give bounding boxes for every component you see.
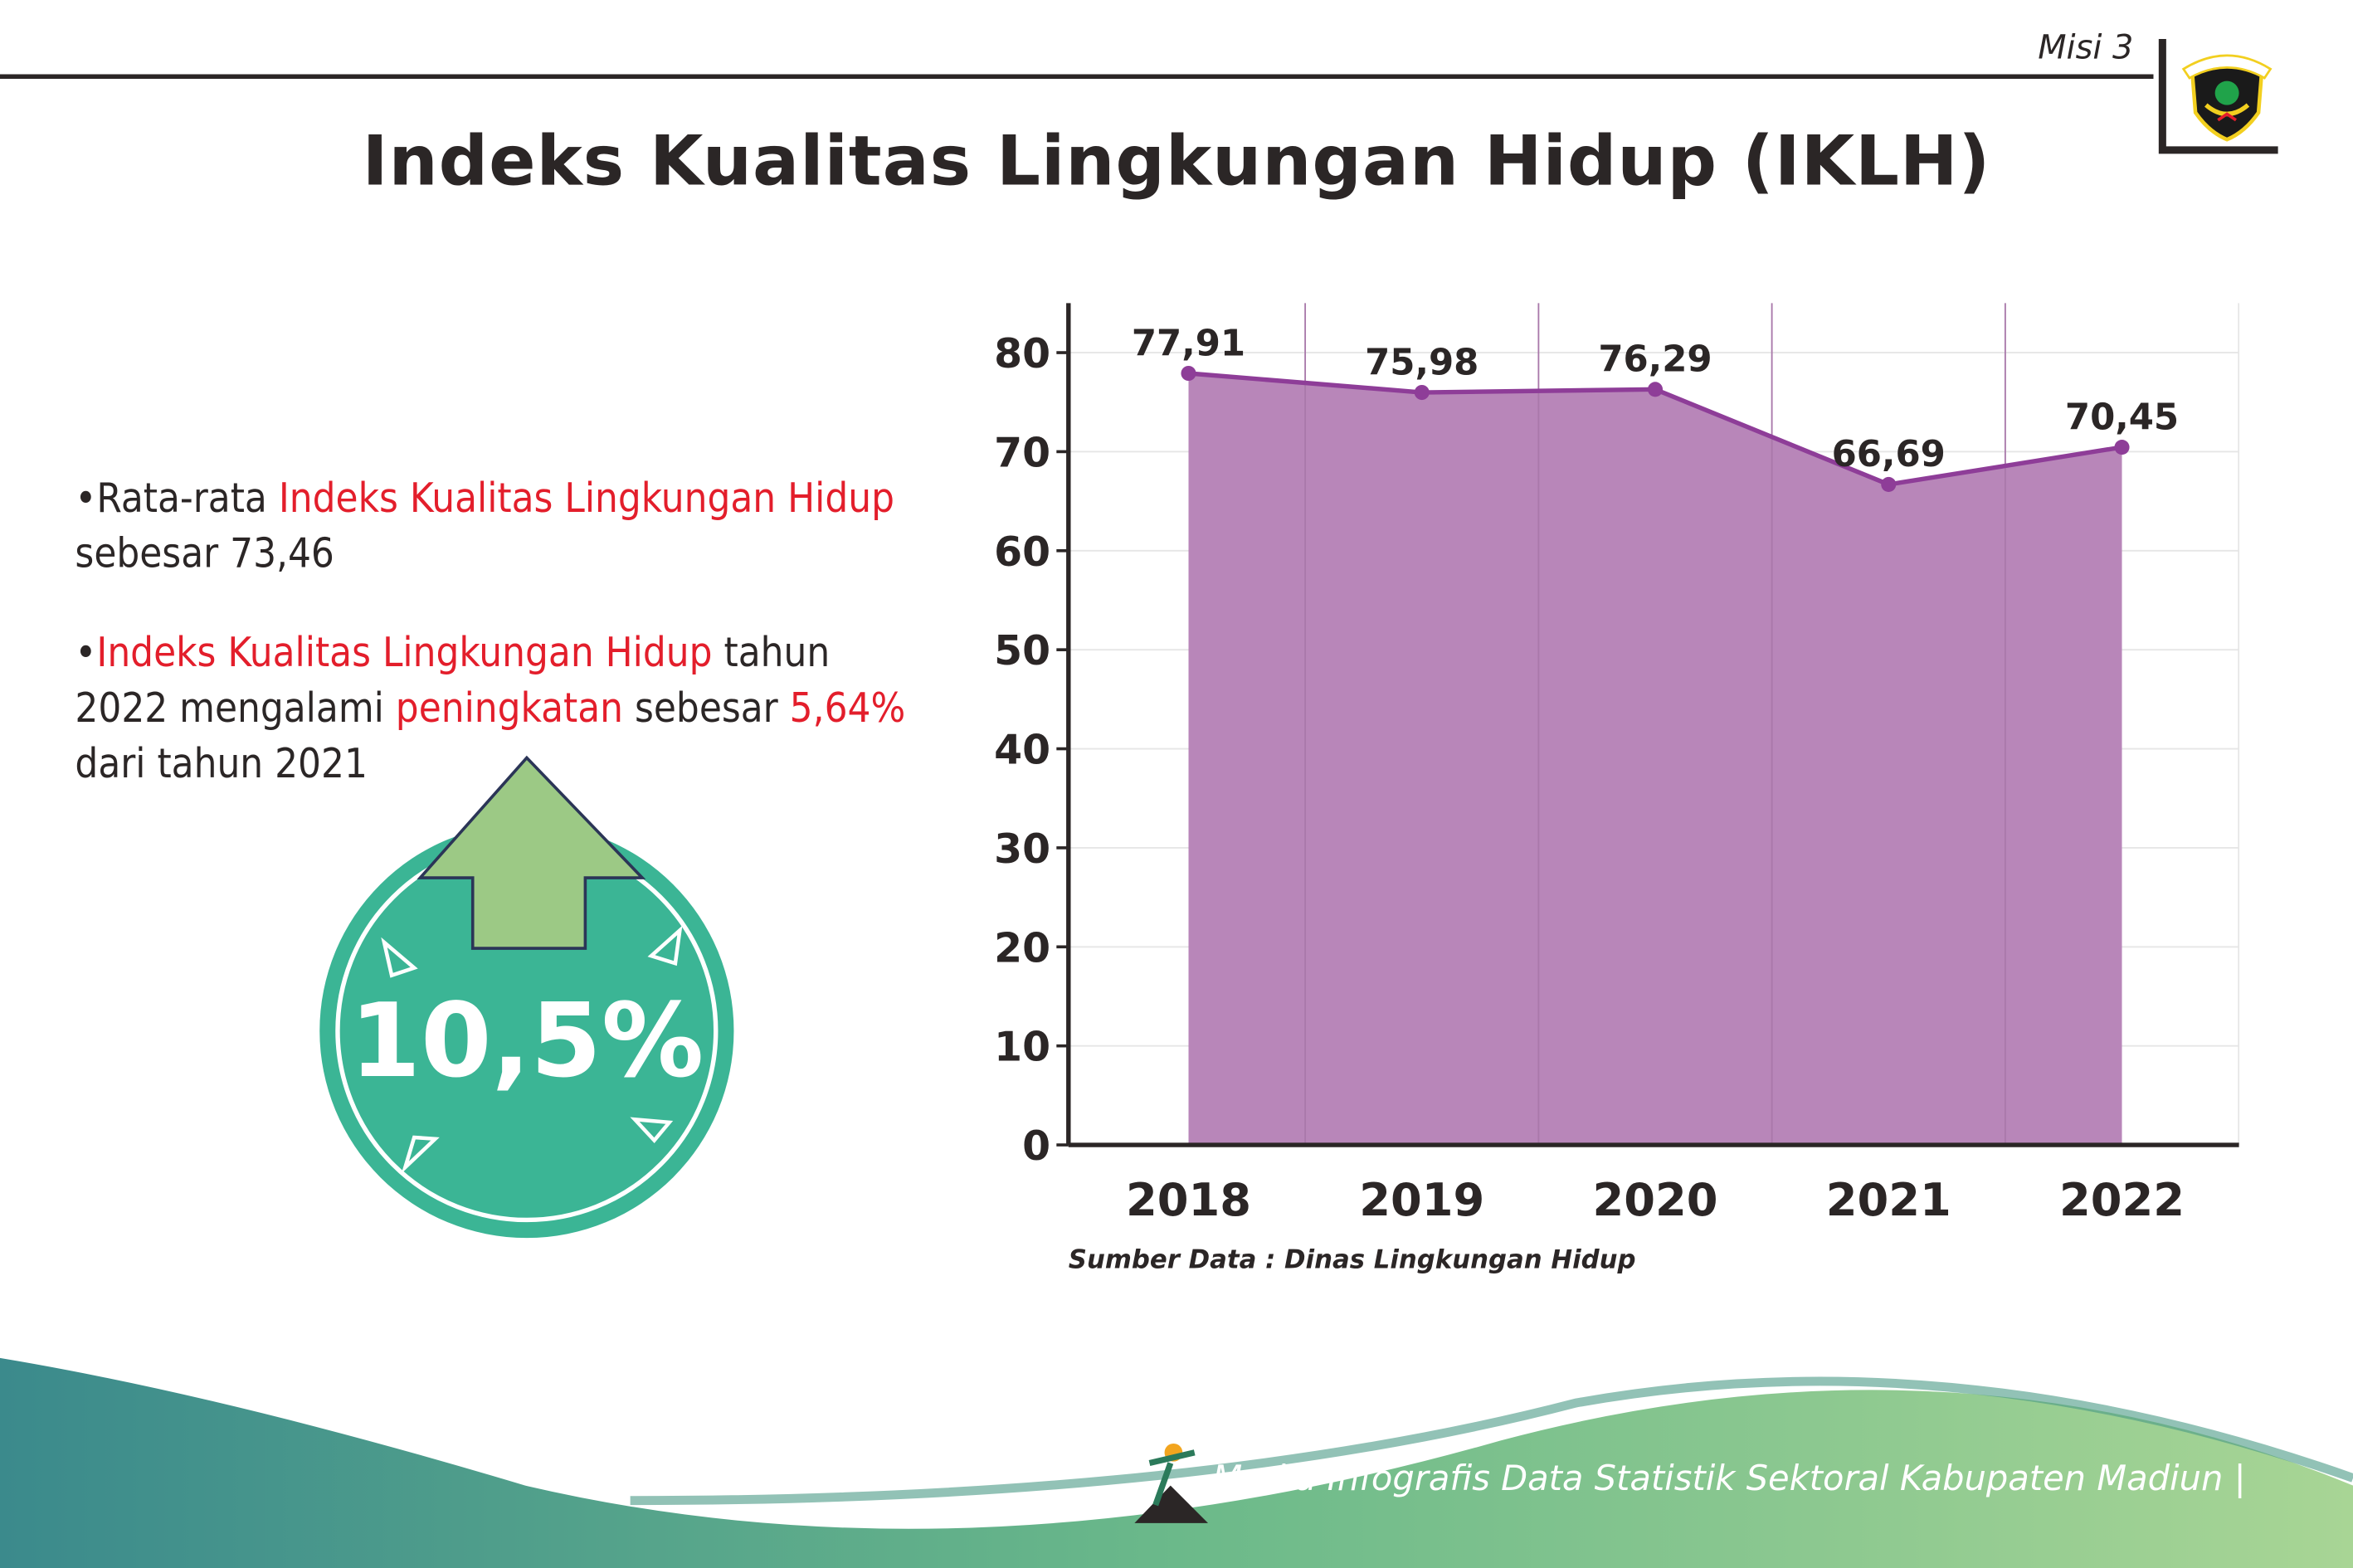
bullet-text: tahun 2022 mengalami (75, 630, 831, 733)
footer-wave-accent (630, 1376, 2353, 1506)
x-tick-label: 2019 (1359, 1174, 1484, 1226)
data-label: 66,69 (1832, 434, 1946, 475)
badge-value: 10,5% (349, 982, 704, 1102)
y-tick-label: 0 (1022, 1122, 1050, 1170)
x-tick-label: 2018 (1126, 1174, 1251, 1226)
bullet-text: sebesar (623, 685, 790, 733)
footer-logo (1134, 1443, 1209, 1523)
data-point (2114, 440, 2130, 455)
logo-frame (2158, 39, 2278, 154)
section-label: Misi 3 (2038, 30, 2134, 68)
y-tick-label: 30 (994, 825, 1050, 873)
bullet-text: Rata-rata (96, 475, 279, 523)
y-tick-label: 40 (994, 727, 1050, 774)
data-point (1181, 365, 1196, 382)
bullet-text: sebesar 73,46 (75, 531, 334, 578)
data-label: 70,45 (2065, 397, 2179, 438)
bullet-highlight: 5,64% (789, 685, 906, 733)
y-tick-label: 50 (994, 627, 1050, 674)
arrow-up-icon (417, 755, 646, 950)
bullet-text: dari tahun 2021 (75, 741, 368, 788)
bullet-change: •Indeks Kualitas Lingkungan Hidup tahun … (75, 630, 906, 788)
data-point (1881, 476, 1897, 492)
bullet-highlight: peningkatan (395, 685, 624, 733)
kabupaten-madiun-logo (2181, 54, 2273, 142)
footer-text: Media Infografis Data Statistik Sektoral… (1212, 1459, 2246, 1499)
bullet-highlight: Indeks Kualitas Lingkungan Hidup (96, 630, 713, 677)
y-tick-label: 10 (994, 1024, 1050, 1071)
source-note: Sumber Data : Dinas Lingkungan Hidup (1068, 1245, 1636, 1276)
x-tick-label: 2021 (1826, 1174, 1951, 1226)
data-point (1414, 384, 1430, 401)
data-point (1647, 382, 1664, 397)
bullet-highlight: Indeks Kualitas Lingkungan Hidup (278, 475, 894, 523)
data-label: 77,91 (1132, 323, 1245, 364)
data-label: 75,98 (1365, 342, 1479, 383)
y-tick-label: 60 (994, 528, 1050, 576)
area-fill (1188, 373, 2122, 1146)
y-tick-label: 80 (994, 330, 1050, 377)
x-tick-label: 2020 (1592, 1174, 1717, 1226)
x-tick-label: 2022 (2059, 1174, 2185, 1226)
y-tick-label: 20 (994, 924, 1050, 971)
badge (319, 755, 734, 1239)
bullet-average: •Rata-rata Indeks Kualitas Lingkungan Hi… (75, 475, 894, 578)
page-title: Indeks Kualitas Lingkungan Hidup (IKLH) (362, 119, 1991, 202)
y-tick-label: 70 (994, 430, 1050, 477)
footer-wave (0, 1357, 2353, 1568)
data-label: 76,29 (1598, 339, 1712, 381)
